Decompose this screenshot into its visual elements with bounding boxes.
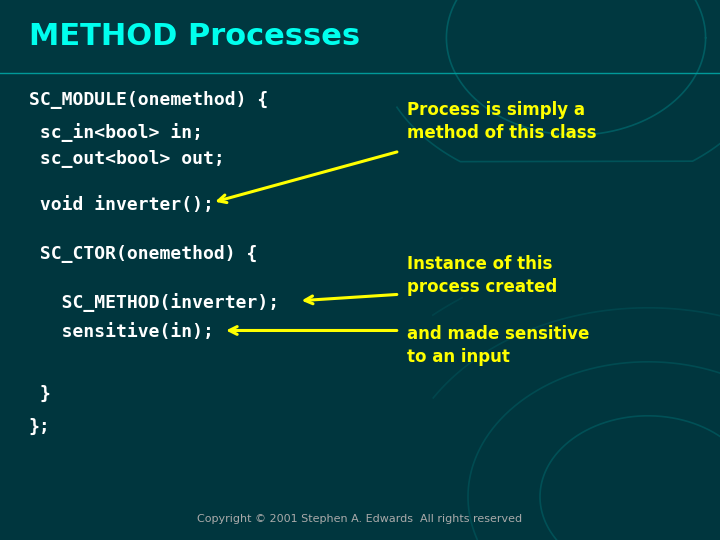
Text: Copyright © 2001 Stephen A. Edwards  All rights reserved: Copyright © 2001 Stephen A. Edwards All … <box>197 515 523 524</box>
Text: SC_MODULE(onemethod) {: SC_MODULE(onemethod) { <box>29 91 268 109</box>
Text: METHOD Processes: METHOD Processes <box>29 22 360 51</box>
Text: SC_CTOR(onemethod) {: SC_CTOR(onemethod) { <box>29 245 257 263</box>
Text: Process is simply a
method of this class: Process is simply a method of this class <box>407 100 596 143</box>
Text: void inverter();: void inverter(); <box>29 196 214 214</box>
Text: };: }; <box>29 417 50 436</box>
Text: sc_in<bool> in;: sc_in<bool> in; <box>29 123 203 142</box>
Text: }: } <box>29 385 50 403</box>
Bar <box>0 0 720 73</box>
Text: sc_out<bool> out;: sc_out<bool> out; <box>29 150 225 168</box>
Text: Instance of this
process created: Instance of this process created <box>407 254 557 296</box>
Text: sensitive(in);: sensitive(in); <box>29 323 214 341</box>
Text: and made sensitive
to an input: and made sensitive to an input <box>407 325 589 367</box>
Text: SC_METHOD(inverter);: SC_METHOD(inverter); <box>29 293 279 312</box>
